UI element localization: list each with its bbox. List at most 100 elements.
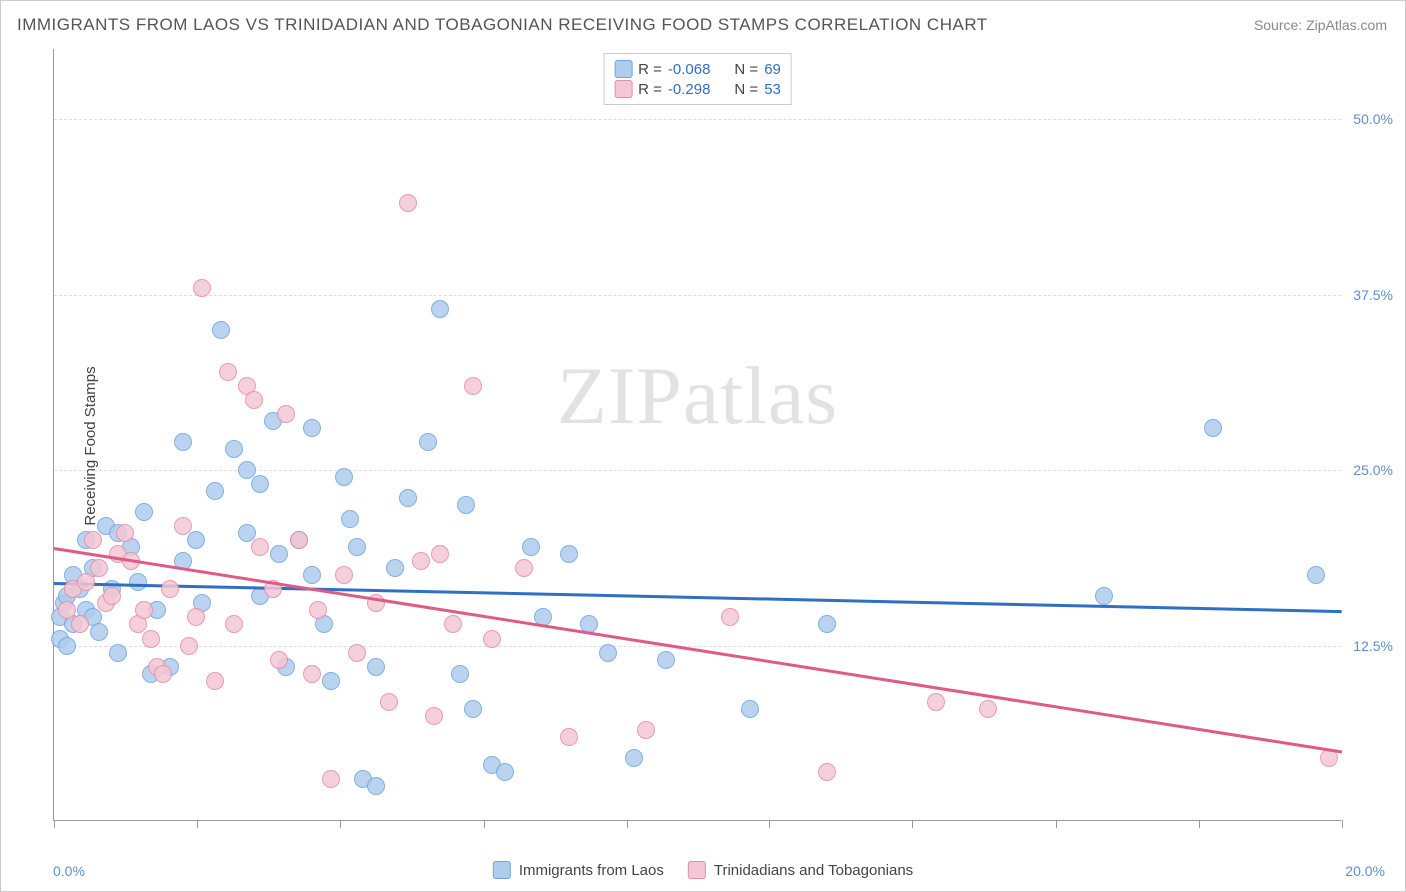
legend-item: Immigrants from Laos [493,861,664,879]
data-point [399,194,417,212]
data-point [721,608,739,626]
data-point [174,517,192,535]
data-point [303,665,321,683]
stat-n-value: 69 [764,61,781,78]
data-point [206,482,224,500]
legend-swatch [614,80,632,98]
x-tick [484,820,485,828]
y-tick-label: 37.5% [1345,287,1393,303]
legend-stat-row: R = -0.298N = 53 [614,80,781,98]
data-point [322,770,340,788]
data-point [251,538,269,556]
data-point [212,321,230,339]
data-point [245,391,263,409]
data-point [90,623,108,641]
data-point [1095,587,1113,605]
data-point [129,573,147,591]
x-tick [912,820,913,828]
data-point [496,763,514,781]
x-axis-label-right: 20.0% [1345,863,1385,879]
data-point [180,637,198,655]
watermark-zip: ZIP [557,350,683,441]
data-point [225,440,243,458]
data-point [341,510,359,528]
data-point [431,300,449,318]
data-point [309,601,327,619]
data-point [103,587,121,605]
data-point [225,615,243,633]
data-point [84,531,102,549]
data-point [174,433,192,451]
data-point [818,763,836,781]
data-point [58,637,76,655]
x-tick [197,820,198,828]
data-point [322,672,340,690]
data-point [187,531,205,549]
data-point [522,538,540,556]
legend-swatch [493,861,511,879]
data-point [142,630,160,648]
legend-swatch [614,60,632,78]
data-point [741,700,759,718]
data-point [367,777,385,795]
data-point [77,573,95,591]
gridline [54,646,1341,647]
data-point [625,749,643,767]
data-point [109,644,127,662]
data-point [206,672,224,690]
data-point [219,363,237,381]
data-point [348,538,366,556]
data-point [116,524,134,542]
regression-line [54,582,1342,613]
data-point [277,405,295,423]
gridline [54,119,1341,120]
chart-title: IMMIGRANTS FROM LAOS VS TRINIDADIAN AND … [17,15,988,35]
x-tick [1342,820,1343,828]
data-point [637,721,655,739]
data-point [154,665,172,683]
data-point [431,545,449,563]
data-point [515,559,533,577]
data-point [335,566,353,584]
data-point [187,608,205,626]
legend-label: Immigrants from Laos [519,862,664,879]
legend-swatch [688,861,706,879]
stat-r-value: -0.068 [668,61,711,78]
y-tick-label: 12.5% [1345,638,1393,654]
data-point [161,580,179,598]
regression-line [54,547,1342,753]
data-point [251,475,269,493]
data-point [290,531,308,549]
data-point [560,728,578,746]
legend-top: R = -0.068N = 69R = -0.298N = 53 [603,53,792,105]
data-point [135,601,153,619]
data-point [457,496,475,514]
data-point [348,644,366,662]
y-tick-label: 50.0% [1345,111,1393,127]
data-point [419,433,437,451]
y-tick-label: 25.0% [1345,462,1393,478]
stat-r-value: -0.298 [668,81,711,98]
data-point [599,644,617,662]
x-tick [627,820,628,828]
stat-n-label: N = [734,81,758,98]
data-point [1307,566,1325,584]
stat-n-label: N = [734,61,758,78]
data-point [412,552,430,570]
data-point [367,658,385,676]
data-point [270,545,288,563]
x-axis-label-left: 0.0% [53,863,85,879]
data-point [425,707,443,725]
data-point [71,615,89,633]
data-point [399,489,417,507]
watermark: ZIPatlas [557,349,838,443]
legend-item: Trinidadians and Tobagonians [688,861,913,879]
x-tick [1056,820,1057,828]
chart-container: IMMIGRANTS FROM LAOS VS TRINIDADIAN AND … [0,0,1406,892]
data-point [303,419,321,437]
source-label: Source: ZipAtlas.com [1254,17,1387,33]
stat-r-label: R = [638,81,662,98]
data-point [927,693,945,711]
data-point [483,630,501,648]
data-point [560,545,578,563]
